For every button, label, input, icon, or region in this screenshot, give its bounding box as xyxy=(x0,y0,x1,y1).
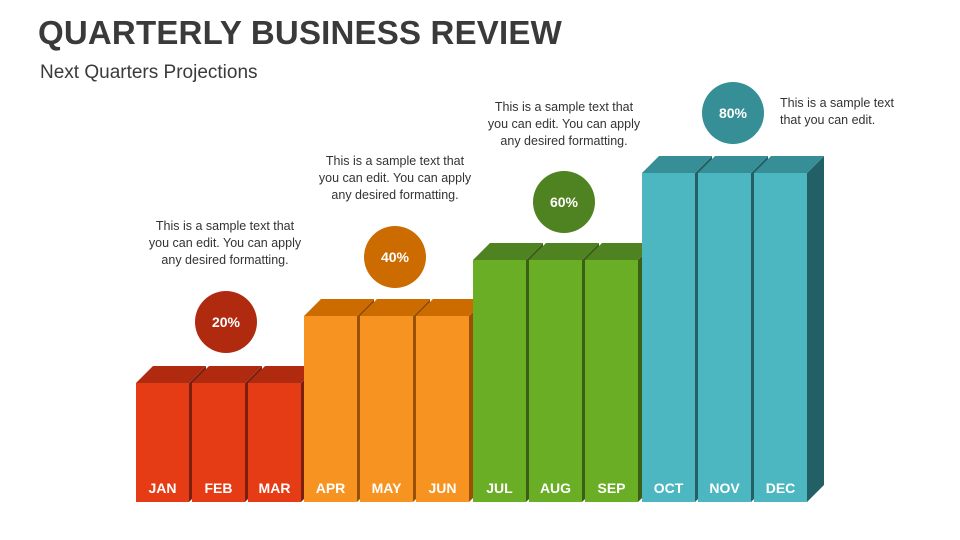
month-label: DEC xyxy=(766,480,796,496)
bar-jul xyxy=(473,260,526,502)
bar-top xyxy=(585,243,655,260)
bar-feb xyxy=(192,383,245,502)
bar-jan xyxy=(136,383,189,502)
month-label: JUL xyxy=(486,480,513,496)
percent-label: 60% xyxy=(550,194,579,210)
bar-top xyxy=(136,366,206,383)
percent-badge xyxy=(195,291,257,353)
bar-top xyxy=(192,366,262,383)
month-label: JUN xyxy=(428,480,456,496)
bar-top xyxy=(416,299,486,316)
percent-badge xyxy=(364,226,426,288)
bar-top xyxy=(698,156,768,173)
percent-badge xyxy=(702,82,764,144)
bar-sep xyxy=(585,260,638,502)
month-label: SEP xyxy=(597,480,625,496)
month-label: MAR xyxy=(259,480,291,496)
slide-subtitle: Next Quarters Projections xyxy=(40,62,258,83)
bar-side xyxy=(807,156,824,502)
month-label: OCT xyxy=(654,480,684,496)
bar-top xyxy=(642,156,712,173)
month-label: AUG xyxy=(540,480,571,496)
percent-badge xyxy=(533,171,595,233)
bar-jun xyxy=(416,316,469,502)
percent-label: 80% xyxy=(719,105,748,121)
percent-label: 20% xyxy=(212,314,241,330)
bar-top xyxy=(248,366,318,383)
month-label: APR xyxy=(316,480,346,496)
month-label: FEB xyxy=(205,480,233,496)
bar-mar xyxy=(248,383,301,502)
bar-top xyxy=(360,299,430,316)
bar-may xyxy=(360,316,413,502)
bar-nov xyxy=(698,173,751,502)
quarter-note: This is a sample text that you can edit.… xyxy=(318,154,472,202)
bar-top xyxy=(304,299,374,316)
bar-dec xyxy=(754,173,807,502)
month-label: MAY xyxy=(372,480,402,496)
quarter-note: This is a sample text that you can edit.… xyxy=(148,219,302,267)
bar-top xyxy=(529,243,599,260)
bar-aug xyxy=(529,260,582,502)
month-label: NOV xyxy=(709,480,740,496)
quarter-note: This is a sample text that you can edit. xyxy=(780,96,894,127)
percent-label: 40% xyxy=(381,249,410,265)
bar-apr xyxy=(304,316,357,502)
slide-title: QUARTERLY BUSINESS REVIEW xyxy=(38,14,562,51)
month-label: JAN xyxy=(148,480,176,496)
quarter-note: This is a sample text that you can edit.… xyxy=(487,100,641,148)
bar-top xyxy=(473,243,543,260)
bar-oct xyxy=(642,173,695,502)
bar-top xyxy=(754,156,824,173)
